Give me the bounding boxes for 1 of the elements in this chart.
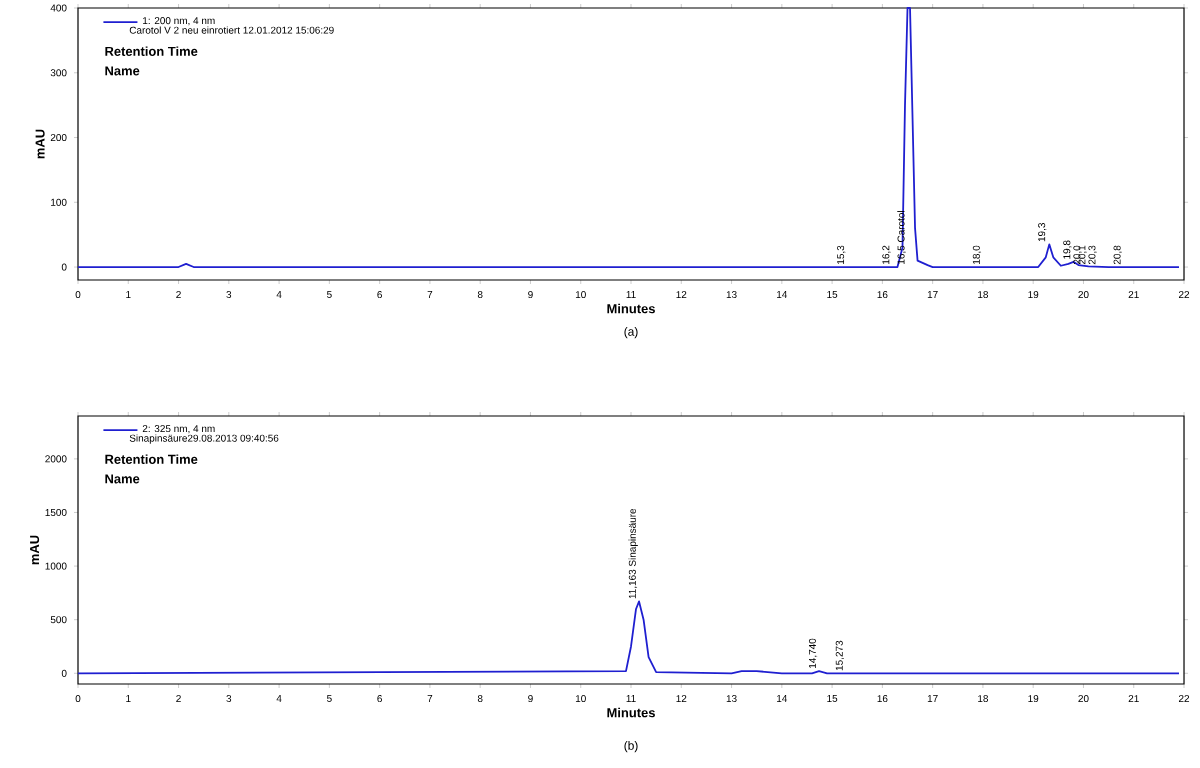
line-series [77, 600, 1180, 675]
